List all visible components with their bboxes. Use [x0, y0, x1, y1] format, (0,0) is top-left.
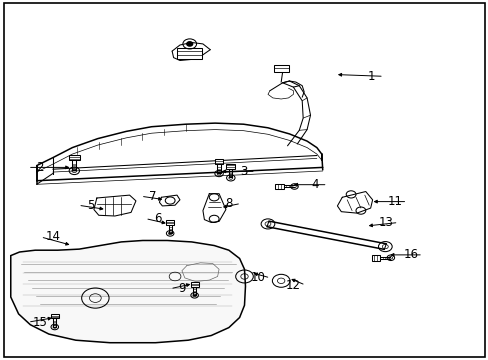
Bar [371, 255, 379, 261]
Circle shape [186, 42, 192, 46]
Polygon shape [11, 240, 245, 343]
Bar [275, 184, 283, 189]
Text: 3: 3 [239, 165, 247, 178]
Text: 4: 4 [311, 178, 319, 191]
Text: 15: 15 [33, 316, 47, 329]
Bar [177, 48, 202, 59]
Text: 14: 14 [45, 230, 60, 243]
Bar [190, 282, 198, 287]
Text: 16: 16 [403, 248, 417, 261]
Bar [273, 65, 289, 72]
Bar [214, 159, 223, 164]
Text: 6: 6 [153, 212, 161, 225]
Text: 10: 10 [250, 271, 265, 284]
Bar [69, 155, 80, 161]
Bar [166, 220, 174, 225]
Text: 12: 12 [285, 279, 300, 292]
Text: 5: 5 [86, 199, 94, 212]
Text: 2: 2 [36, 161, 44, 174]
Text: 9: 9 [178, 282, 186, 295]
Text: 13: 13 [378, 216, 393, 229]
Bar [51, 314, 59, 318]
Text: 1: 1 [367, 70, 375, 83]
Bar [226, 164, 235, 168]
Text: 7: 7 [149, 190, 157, 203]
Text: 8: 8 [224, 197, 232, 210]
Text: 11: 11 [387, 195, 402, 208]
